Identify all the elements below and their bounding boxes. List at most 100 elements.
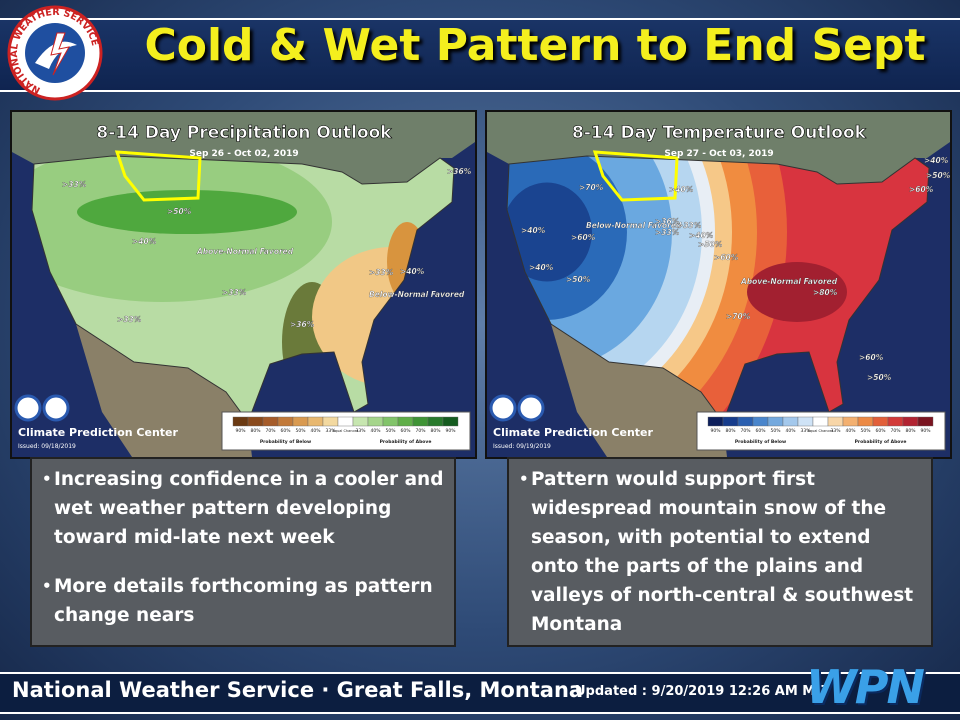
legend-tick: 90% — [235, 428, 246, 434]
legend-swatch — [737, 416, 754, 427]
legend-swatch — [842, 416, 859, 427]
map-label: >50% — [926, 171, 950, 180]
map-panel: 8-14 Day Temperature Outlook Sep 27 - Oct… — [485, 110, 952, 459]
legend-tick: 60% — [875, 428, 886, 434]
legend-swatch — [292, 416, 309, 427]
legend-tick: 60% — [400, 428, 411, 434]
map-label: >40% — [924, 156, 949, 165]
legend-swatch — [352, 416, 369, 427]
text-box: Pattern would support first widespread m… — [507, 457, 933, 647]
legend-swatch — [442, 416, 459, 427]
map-svg: 8-14 Day Temperature Outlook Sep 27 - Oct… — [487, 112, 951, 457]
map-label: >33% — [655, 228, 680, 237]
legend-tick: 33% — [355, 428, 366, 434]
us-border — [31, 155, 455, 424]
legend-swatch — [752, 416, 769, 427]
legend-swatch — [797, 416, 814, 427]
legend-equal: Equal Chances — [808, 429, 834, 433]
map-dates: Sep 27 - Oct 03, 2019 — [664, 149, 773, 159]
map-label: >40% — [529, 263, 554, 272]
agency-logo — [14, 394, 42, 422]
legend-below: Probability of Below — [735, 439, 786, 445]
legend-tick: 70% — [740, 428, 751, 434]
map-label: >40% — [132, 237, 157, 246]
land — [76, 324, 252, 457]
outlook-region — [747, 262, 847, 322]
map-label: >40% — [669, 185, 694, 194]
outlook-fill — [507, 156, 929, 422]
map-label: >36% — [290, 320, 315, 329]
legend-tick: 50% — [385, 428, 396, 434]
legend-tick: 33% — [800, 428, 811, 434]
legend-above: Probability of Above — [380, 439, 432, 445]
legend-below: Probability of Below — [260, 439, 311, 445]
map-label: >60% — [859, 353, 884, 362]
agency-logo — [489, 394, 517, 422]
bullet: More details forthcoming as pattern chan… — [42, 572, 446, 630]
map-label: >50% — [167, 207, 192, 216]
legend-swatch — [232, 416, 249, 427]
map-label: >36% — [447, 167, 472, 176]
legend-swatch — [367, 416, 384, 427]
legend-swatch — [872, 416, 889, 427]
agency-name: Climate Prediction Center — [493, 426, 653, 439]
legend-swatch — [337, 416, 354, 427]
legend-swatch — [887, 416, 904, 427]
wpn-logo: WPN — [806, 660, 925, 714]
legend-tick: 60% — [280, 428, 291, 434]
map-label: >33% — [369, 268, 394, 277]
legend-swatch — [382, 416, 399, 427]
legend-tick: 50% — [860, 428, 871, 434]
agency-logo — [517, 394, 545, 422]
legend-tick: 80% — [430, 428, 441, 434]
office-name: National Weather Service · Great Falls, … — [12, 678, 584, 702]
text-box: Increasing confidence in a cooler and we… — [30, 457, 456, 647]
nws-logo: NATIONAL WEATHER SERVICE — [7, 5, 103, 101]
map-label: >70% — [579, 183, 604, 192]
legend-swatch — [397, 416, 414, 427]
bullet: Pattern would support first widespread m… — [519, 465, 923, 639]
legend-swatch — [827, 416, 844, 427]
legend-equal: Equal Chances — [333, 429, 359, 433]
issued-date: Issued: 09/18/2019 — [18, 443, 76, 450]
header-bar — [0, 18, 960, 92]
map-label: Above-Normal Favored — [740, 277, 838, 286]
map-label: >40% — [400, 267, 425, 276]
map-label: >60% — [571, 233, 596, 242]
legend-swatch — [812, 416, 829, 427]
agency-name: Climate Prediction Center — [18, 426, 178, 439]
legend-tick: 50% — [770, 428, 781, 434]
legend-tick: 50% — [295, 428, 306, 434]
land — [487, 112, 950, 184]
outlook-region — [507, 182, 592, 282]
legend-tick: 90% — [445, 428, 456, 434]
legend-tick: 70% — [265, 428, 276, 434]
legend-swatch — [857, 416, 874, 427]
legend-swatch — [767, 416, 784, 427]
map-label: >40% — [521, 226, 546, 235]
legend-swatch — [902, 416, 919, 427]
land — [12, 112, 475, 184]
legend-swatch — [782, 416, 799, 427]
footer-bar — [0, 672, 960, 714]
legend-tick: 70% — [890, 428, 901, 434]
map-svg: 8-14 Day Precipitation Outlook Sep 26 - O… — [12, 112, 475, 457]
legend-tick: 80% — [250, 428, 261, 434]
legend-swatch — [917, 416, 934, 427]
map-label: >33% — [62, 180, 87, 189]
map-label: >60% — [714, 253, 739, 262]
legend-tick: 40% — [845, 428, 856, 434]
legend-swatch — [247, 416, 264, 427]
map-title: 8-14 Day Precipitation Outlook — [96, 123, 392, 143]
legend-tick: 80% — [725, 428, 736, 434]
issued-date: Issued: 09/19/2019 — [493, 443, 551, 450]
agency-logo — [42, 394, 70, 422]
legend-tick: 90% — [710, 428, 721, 434]
legend-swatch — [722, 416, 739, 427]
map-label: Below-Normal Favored — [369, 290, 465, 299]
legend-tick: 60% — [755, 428, 766, 434]
updated-time: Updated : 9/20/2019 12:26 AM MT — [575, 684, 825, 699]
legend-above: Probability of Above — [855, 439, 907, 445]
legend-tick: 40% — [370, 428, 381, 434]
legend-tick: 40% — [785, 428, 796, 434]
